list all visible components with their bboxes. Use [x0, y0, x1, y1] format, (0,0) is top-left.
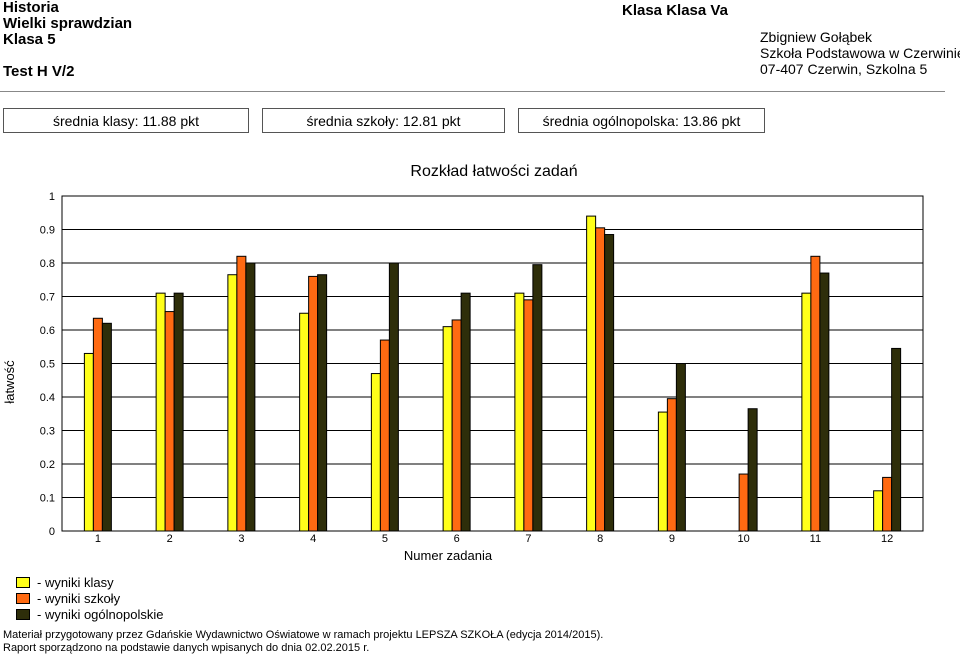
- y-tick-label: 0.1: [40, 493, 55, 505]
- legend-item-class: - wyniki klasy: [16, 574, 163, 590]
- header-divider: [0, 91, 945, 92]
- x-tick-label: 8: [597, 533, 603, 545]
- x-tick-label: 6: [454, 533, 460, 545]
- bar-national: [819, 272, 830, 532]
- bar-class: [370, 373, 381, 532]
- x-tick-label: 1: [95, 533, 101, 545]
- bar-school: [379, 339, 390, 532]
- legend-item-national: - wyniki ogólnopolskie: [16, 606, 163, 622]
- y-tick-label: 1: [49, 191, 55, 203]
- bar-class: [155, 292, 166, 532]
- bar-class: [227, 274, 238, 532]
- bar-class: [299, 312, 310, 532]
- grade-label: Klasa 5: [3, 31, 56, 48]
- bar-class: [657, 411, 668, 532]
- bar-school: [236, 255, 247, 532]
- y-tick-label: 0: [49, 526, 55, 538]
- tick-labels: 00.10.20.30.40.50.60.70.80.911 2 3 4 5 6 7 8 9 10…: [40, 191, 894, 545]
- class-average-box: średnia klasy: 11.88 pkt: [3, 108, 249, 133]
- legend-swatch-school: [16, 592, 30, 604]
- bar-national: [675, 363, 686, 532]
- header-left: Historia Wielki sprawdzian Klasa 5 Test …: [3, 0, 132, 80]
- y-tick-label: 0.8: [40, 258, 55, 270]
- y-tick-label: 0.3: [40, 426, 55, 438]
- class-label: Klasa Klasa Va: [622, 2, 728, 19]
- x-tick-label: 12: [881, 533, 893, 545]
- footer: Materiał przygotowany przez Gdańskie Wyd…: [3, 629, 603, 655]
- bar-national: [604, 234, 615, 532]
- bar-class: [514, 292, 525, 532]
- x-tick-label: 5: [382, 533, 388, 545]
- bar-national: [747, 408, 758, 532]
- footer-line-2: Raport sporządzono na podstawie danych w…: [3, 642, 370, 654]
- legend-label-school: - wyniki szkoły: [37, 590, 121, 606]
- bar-national: [532, 264, 543, 532]
- bars: [83, 215, 902, 532]
- chart-title: Rozkład łatwości zadań: [410, 163, 577, 180]
- bar-school: [451, 319, 462, 532]
- bar-school: [882, 476, 893, 532]
- plot-frame: [61, 195, 924, 532]
- bar-national: [173, 292, 184, 532]
- legend-swatch-national: [16, 608, 30, 620]
- y-tick-label: 0.9: [40, 225, 55, 237]
- legend-label-class: - wyniki klasy: [37, 574, 114, 590]
- x-tick-label: 4: [310, 533, 316, 545]
- test-code: Test H V/2: [3, 63, 75, 80]
- y-axis-label: łatwość: [2, 360, 17, 404]
- bar-national: [101, 322, 112, 532]
- school-name: Szkoła Podstawowa w Czerwinie: [760, 45, 960, 61]
- y-tick-label: 0.6: [40, 325, 55, 337]
- school-address: 07-407 Czerwin, Szkolna 5: [760, 61, 928, 77]
- x-tick-label: 11: [810, 533, 821, 545]
- y-tick-label: 0.2: [40, 459, 55, 471]
- legend-label-national: - wyniki ogólnopolskie: [37, 606, 164, 622]
- bar-class: [442, 326, 453, 532]
- bar-national: [891, 347, 902, 532]
- bar-national: [460, 292, 471, 532]
- grid-lines: [62, 229, 923, 498]
- bar-class: [801, 292, 812, 532]
- y-tick-label: 0.5: [40, 359, 55, 371]
- header-right: Zbigniew Gołąbek Szkoła Podstawowa w Cze…: [760, 29, 960, 77]
- bar-national: [317, 274, 328, 532]
- bar-school: [666, 398, 677, 532]
- teacher-name: Zbigniew Gołąbek: [760, 29, 873, 45]
- y-tick-label: 0.7: [40, 292, 55, 304]
- test-name: Wielki sprawdzian: [3, 15, 133, 32]
- bar-class: [586, 215, 597, 532]
- y-tick-label: 0.4: [40, 392, 55, 404]
- bar-school: [92, 317, 103, 532]
- bar-class: [873, 490, 884, 532]
- x-tick-label: 10: [738, 533, 750, 545]
- legend-item-school: - wyniki szkoły: [16, 590, 163, 606]
- legend-swatch-class: [16, 576, 30, 588]
- bar-school: [523, 299, 534, 532]
- x-tick-label: 2: [167, 533, 173, 545]
- x-axis-label: Numer zadania: [404, 548, 493, 563]
- legend: - wyniki klasy - wyniki szkoły - wyniki …: [16, 574, 163, 622]
- x-tick-label: 3: [238, 533, 244, 545]
- national-average-box: średnia ogólnopolska: 13.86 pkt: [518, 108, 765, 133]
- bar-school: [164, 311, 175, 532]
- bar-national: [388, 262, 399, 532]
- bar-national: [245, 262, 256, 532]
- x-tick-label: 7: [525, 533, 531, 545]
- footer-line-1: Materiał przygotowany przez Gdańskie Wyd…: [3, 629, 604, 641]
- x-tick-label: 9: [669, 533, 675, 545]
- bar-school: [810, 255, 821, 532]
- bar-school: [595, 227, 606, 532]
- bar-school: [308, 275, 319, 532]
- bar-school: [738, 473, 749, 532]
- subject-title: Historia: [3, 0, 59, 16]
- school-average-box: średnia szkoły: 12.81 pkt: [262, 108, 505, 133]
- bar-class: [83, 352, 94, 532]
